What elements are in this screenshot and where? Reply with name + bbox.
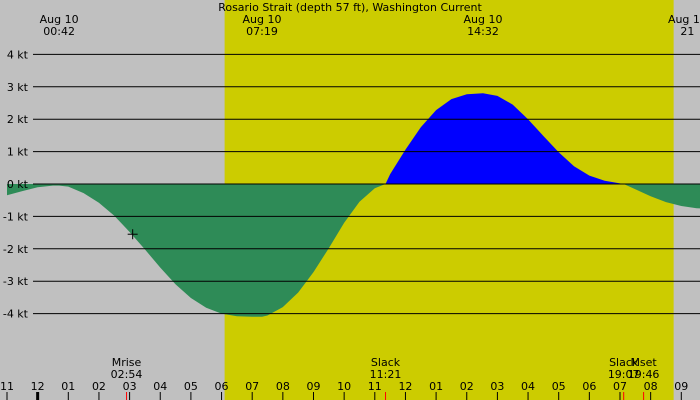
x-tick-label: 03 xyxy=(123,380,137,393)
event-name-label: Slack xyxy=(371,356,401,369)
y-tick-label: 2 kt xyxy=(7,113,29,126)
x-axis: 11 12 01 02 03 04 05 06 07 08 09 10 11 12 01 02 03 04 05 06… xyxy=(0,380,688,400)
x-tick-label: 12 xyxy=(31,380,45,393)
event-time-label: 19:07 xyxy=(608,368,640,381)
top-time-label: 21 xyxy=(680,25,694,38)
cursor-marker xyxy=(127,229,138,240)
event-time-label: 11:21 xyxy=(370,368,402,381)
ebb-area-0 xyxy=(7,184,386,317)
x-tick-label: 08 xyxy=(276,380,290,393)
x-tick-label: 01 xyxy=(429,380,443,393)
ebb-area-2 xyxy=(623,184,700,209)
event-name-label: Mrise xyxy=(112,356,142,369)
x-tick-label: 01 xyxy=(61,380,75,393)
y-tick-label: 0 kt xyxy=(7,178,29,191)
top-date-label: Aug 10 xyxy=(243,13,282,26)
x-tick-label: 04 xyxy=(521,380,535,393)
chart-title: Rosario Strait (depth 57 ft), Washington… xyxy=(218,1,482,14)
event-name-label: Mset xyxy=(630,356,657,369)
x-tick-label: 12 xyxy=(398,380,412,393)
y-axis-tick-labels: 4 kt 3 kt 2 kt 1 kt 0 kt -1 kt -2 kt -3 kt -4 kt xyxy=(3,48,29,320)
x-tick-label: 11 xyxy=(368,380,382,393)
x-tick-label: 05 xyxy=(552,380,566,393)
x-tick-label: 09 xyxy=(674,380,688,393)
x-tick-label: 04 xyxy=(153,380,167,393)
x-tick-label: 09 xyxy=(307,380,321,393)
top-date-label: Aug 10 xyxy=(668,13,700,26)
top-time-label: 00:42 xyxy=(43,25,75,38)
x-tick-label: 02 xyxy=(460,380,474,393)
flood-area-1 xyxy=(385,93,624,184)
top-date-label: Aug 10 xyxy=(40,13,79,26)
top-time-label: 07:19 xyxy=(246,25,278,38)
top-date-label: Aug 10 xyxy=(464,13,503,26)
x-tick-label: 03 xyxy=(490,380,504,393)
y-tick-label: 4 kt xyxy=(7,48,29,61)
event-time-label: 02:54 xyxy=(111,368,143,381)
x-tick-label: 06 xyxy=(582,380,596,393)
x-tick-label: 10 xyxy=(337,380,351,393)
y-tick-label: 1 kt xyxy=(7,146,29,159)
y-tick-label: -3 kt xyxy=(3,275,29,288)
event-name-label: Slack xyxy=(609,356,639,369)
x-tick-label: 07 xyxy=(613,380,627,393)
y-tick-label: -2 kt xyxy=(3,243,29,256)
x-tick-label: 11 xyxy=(0,380,14,393)
y-tick-label: -4 kt xyxy=(3,308,29,321)
x-tick-label: 06 xyxy=(215,380,229,393)
y-tick-label: -1 kt xyxy=(3,210,29,223)
x-tick-label: 08 xyxy=(644,380,658,393)
x-tick-label: 05 xyxy=(184,380,198,393)
x-tick-label: 07 xyxy=(245,380,259,393)
event-time-label: 19:46 xyxy=(628,368,660,381)
current-area-layer xyxy=(7,93,700,317)
x-tick-label: 02 xyxy=(92,380,106,393)
y-tick-label: 3 kt xyxy=(7,81,29,94)
top-time-label: 14:32 xyxy=(467,25,499,38)
gridlines xyxy=(33,53,700,315)
